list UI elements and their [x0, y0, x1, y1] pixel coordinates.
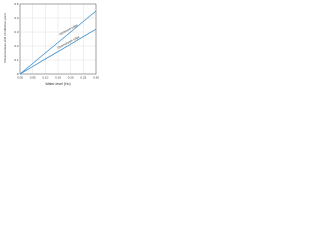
x-tick-label: 0.00	[17, 75, 23, 79]
x-axis-label: Water-level (Ho)	[45, 82, 70, 86]
y-axis-label: Dimensionless shift of inflection point	[3, 13, 7, 62]
series-line	[19, 28, 97, 75]
y-tick-label: 0.4	[14, 16, 19, 20]
x-tick-label: 0.20	[68, 75, 74, 79]
x-tick-label: 0.10	[42, 75, 48, 79]
series-line	[19, 10, 97, 75]
x-tick-label: 0.05	[30, 75, 36, 79]
x-tick-label: 0.15	[55, 75, 61, 79]
y-tick-label: 0.1	[14, 58, 19, 62]
x-tick-label: 0.25	[80, 75, 86, 79]
series-label: Downstream edge	[57, 35, 81, 50]
y-tick-label: 0.3	[14, 30, 19, 34]
x-tick-label: 0.30	[93, 75, 99, 79]
y-tick-label: 0.5	[14, 2, 19, 6]
plot-frame	[19, 3, 97, 75]
y-tick-label: 0.2	[14, 44, 19, 48]
y-tick-label: 0	[17, 72, 19, 76]
chart: Dimensionless shift of inflection point …	[3, 2, 99, 86]
